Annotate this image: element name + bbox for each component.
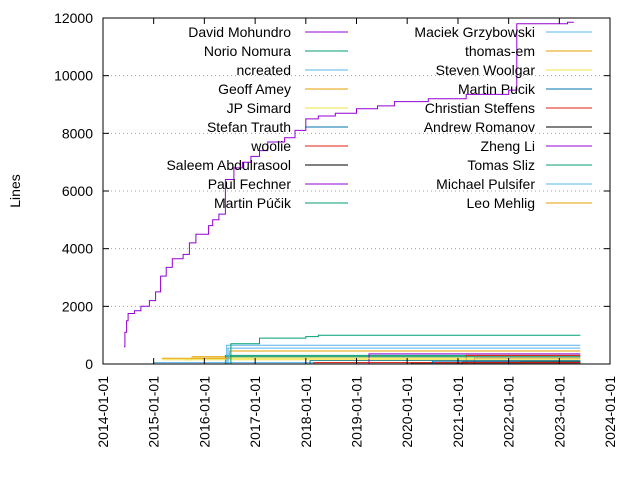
legend-label: Martin Púčik (214, 195, 292, 211)
legend-label: Martin Pucik (458, 81, 536, 97)
legend-label: woolie (250, 138, 291, 154)
x-tick-label: 2024-01-01 (602, 376, 618, 448)
series-line (229, 334, 581, 365)
series-line (161, 357, 581, 361)
legend-label: ncreated (237, 62, 291, 78)
legend-label: Steven Woolgar (436, 62, 536, 78)
legend-label: Saleem Abdulrasool (166, 157, 291, 173)
legend-label: Stefan Trauth (207, 119, 291, 135)
legend-label: Tomas Sliz (467, 157, 535, 173)
series-line (161, 350, 581, 359)
x-tick-label: 2020-01-01 (399, 376, 415, 448)
y-axis: 0 2000 4000 6000 8000 10000 12000 (54, 10, 610, 372)
y-axis-label: Lines (7, 174, 23, 207)
x-tick-label: 2014-01-01 (95, 376, 111, 448)
y-tick-label: 4000 (62, 241, 93, 257)
legend-label: Norio Nomura (204, 43, 291, 59)
legend-label: Michael Pulsifer (436, 176, 535, 192)
x-tick-label: 2016-01-01 (196, 376, 212, 448)
legend-label: thomas-em (465, 43, 535, 59)
legend-label: Leo Mehlig (467, 195, 536, 211)
x-tick-label: 2022-01-01 (501, 376, 517, 448)
x-tick-label: 2023-01-01 (551, 376, 567, 448)
y-tick-label: 12000 (54, 10, 93, 26)
gridlines (103, 75, 610, 307)
legend-label: JP Simard (227, 100, 291, 116)
legend-label: David Mohundro (188, 24, 291, 40)
x-tick-label: 2021-01-01 (450, 376, 466, 448)
y-tick-label: 10000 (54, 68, 93, 84)
x-tick-label: 2015-01-01 (146, 376, 162, 448)
legend-label: Maciek Grzybowski (414, 24, 535, 40)
y-tick-label: 8000 (62, 125, 93, 141)
legend-label: Andrew Romanov (424, 119, 535, 135)
legend-label: Paul Fechner (208, 176, 292, 192)
legend-label: Zheng Li (481, 138, 535, 154)
legend: David Mohundro Norio Nomura ncreated Geoff … (166, 24, 592, 211)
x-tick-label: 2019-01-01 (349, 376, 365, 448)
x-tick-label: 2018-01-01 (298, 376, 314, 448)
y-tick-label: 0 (85, 356, 93, 372)
legend-label: Geoff Amey (218, 81, 291, 97)
y-tick-label: 2000 (62, 298, 93, 314)
legend-label: Christian Steffens (425, 100, 535, 116)
x-axis: 2014-01-01 2015-01-01 2016-01-01 2017-01-01… (95, 18, 618, 448)
x-tick-label: 2017-01-01 (247, 376, 263, 448)
series-line (124, 21, 574, 348)
y-tick-label: 6000 (62, 183, 93, 199)
